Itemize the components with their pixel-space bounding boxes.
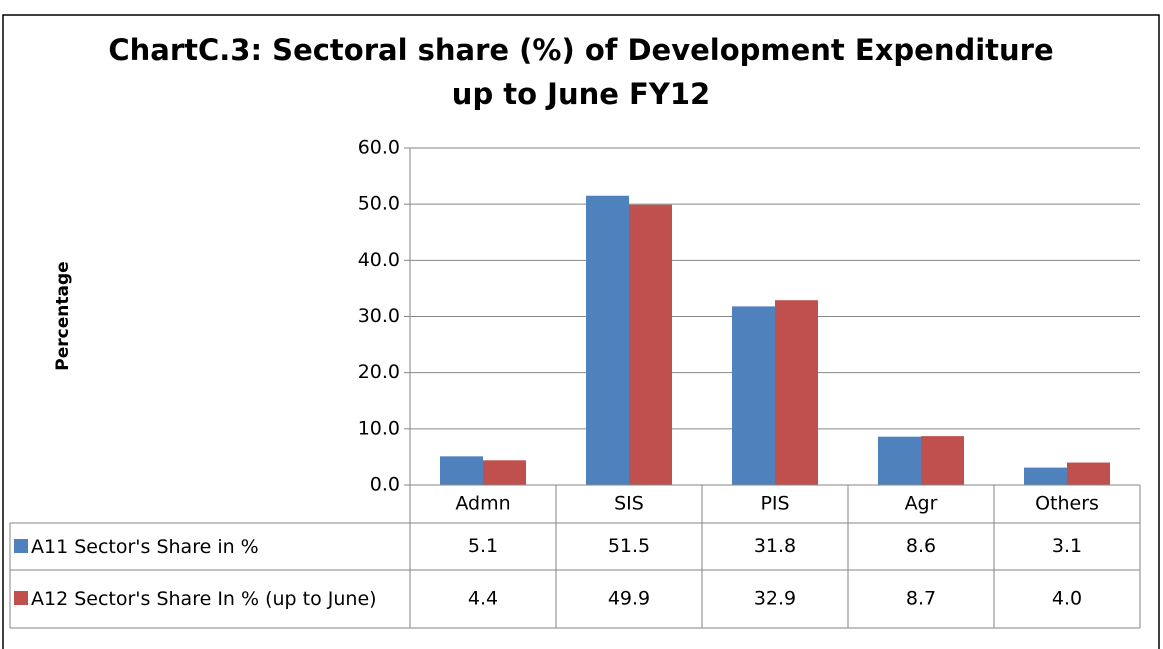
chart-title: ChartC.3: Sectoral share (%) of Developm… [108,33,1053,67]
bar [629,204,672,485]
legend-entry: A12 Sector's Share In % (up to June) [14,587,377,611]
x-tick-label: Agr [905,493,938,515]
chart-frame [2,14,1160,649]
bar [483,460,526,485]
y-tick-label: 20.0 [358,361,400,383]
table-cell: 5.1 [468,535,498,557]
legend-key [14,591,28,605]
y-tick-label: 50.0 [358,193,400,215]
row-label: A12 Sector's Share In % (up to June) [14,570,404,628]
y-tick-label: 10.0 [358,417,400,439]
bar [732,306,775,485]
legend-label: A12 Sector's Share In % (up to June) [31,588,377,610]
row-label: A11 Sector's Share in % [14,523,404,570]
table-cell: 51.5 [608,535,650,557]
x-tick-label: Others [1035,493,1099,515]
y-tick-label: 30.0 [358,305,400,327]
bar [775,300,818,485]
row-label-box: A12 Sector's Share In % (up to June) [14,570,404,628]
bar [878,436,921,485]
bar [1024,467,1067,485]
y-tick-label: 0.0 [370,474,400,496]
y-tick-label: 40.0 [358,249,400,271]
y-axis-title: Percentage [53,261,73,370]
bar [440,456,483,485]
legend-entry: A11 Sector's Share in % [14,535,259,559]
table-cell: 32.9 [754,588,796,610]
table-cell: 49.9 [608,588,650,610]
y-tick-label: 60.0 [358,137,400,159]
table-cell: 8.7 [906,588,936,610]
table-cell: 8.6 [906,535,936,557]
table-cell: 4.4 [468,588,498,610]
table-cell: 31.8 [754,535,796,557]
row-label-box: A11 Sector's Share in % [14,523,404,570]
table-cell: 4.0 [1052,588,1082,610]
table-cell: 3.1 [1052,535,1082,557]
bar [586,195,629,485]
bar [1067,462,1110,485]
x-tick-label: PIS [760,493,789,515]
chart-subtitle: up to June FY12 [452,77,710,111]
x-tick-label: SIS [614,493,644,515]
legend-key [14,538,28,553]
legend-label: A11 Sector's Share in % [31,535,259,558]
bar [921,436,964,485]
x-tick-label: Admn [455,493,510,515]
